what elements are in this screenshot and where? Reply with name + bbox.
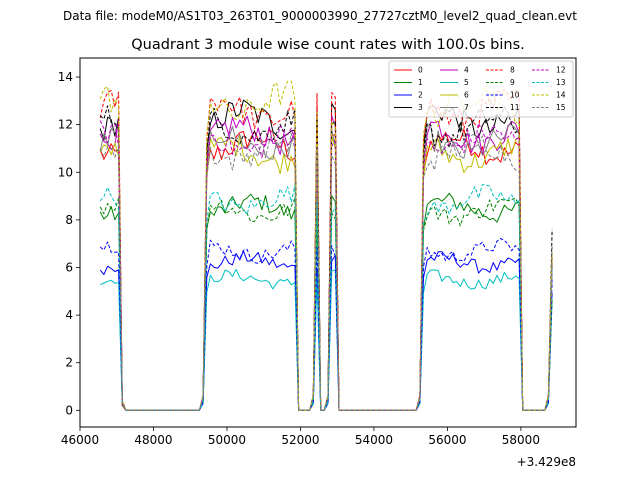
x-tick-label: 58000: [502, 433, 540, 447]
y-tick-label: 14: [58, 70, 73, 84]
legend-label-3: 3: [418, 103, 423, 112]
y-tick-label: 0: [65, 403, 73, 417]
legend-label-5: 5: [464, 78, 469, 87]
y-tick-label: 10: [58, 165, 73, 179]
legend-label-15: 15: [556, 103, 566, 112]
axes-frame: [79, 57, 577, 428]
y-tick-label: 8: [65, 213, 73, 227]
x-tick-label: 48000: [134, 433, 172, 447]
legend-label-1: 1: [418, 78, 423, 87]
series-line-13: [99, 184, 553, 411]
legend-label-4: 4: [464, 66, 469, 75]
legend-label-12: 12: [556, 66, 566, 75]
legend-label-10: 10: [510, 91, 520, 100]
series-line-8: [99, 89, 553, 411]
y-tick-label: 12: [58, 118, 73, 132]
chart-title: Quadrant 3 module wise count rates with …: [131, 37, 525, 53]
series-line-15: [99, 131, 553, 411]
y-tick-label: 6: [65, 260, 73, 274]
figure-suptitle: Data file: modeM0/AS1T03_263T01_90000039…: [63, 9, 577, 23]
series-line-6: [99, 135, 553, 411]
y-axis: 0 2 4 6 8 10 12 14: [58, 70, 80, 417]
y-tick-label: 4: [65, 308, 73, 322]
series-line-10: [99, 238, 553, 411]
x-tick-label: 52000: [281, 433, 319, 447]
x-tick-label: 54000: [355, 433, 393, 447]
series-line-9: [99, 197, 553, 411]
legend-box: [388, 60, 574, 118]
series-line-2: [99, 250, 553, 411]
legend-label-9: 9: [510, 78, 515, 87]
legend-label-2: 2: [418, 91, 423, 100]
legend-label-13: 13: [556, 78, 566, 87]
legend-label-7: 7: [464, 103, 469, 112]
legend-label-8: 8: [510, 66, 515, 75]
legend-label-6: 6: [464, 91, 469, 100]
y-tick-label: 2: [65, 356, 73, 370]
plot-lines: [99, 80, 553, 411]
series-line-0: [99, 129, 553, 411]
legend-label-14: 14: [556, 91, 566, 100]
legend-label-11: 11: [510, 103, 520, 112]
series-line-1: [99, 192, 553, 411]
legend-label-0: 0: [418, 66, 423, 75]
series-line-7: [99, 124, 553, 411]
x-tick-label: 50000: [208, 433, 246, 447]
x-tick-label: 46000: [61, 433, 99, 447]
x-offset-label: +3.429e8: [517, 455, 576, 469]
x-tick-label: 56000: [428, 433, 466, 447]
x-axis: 46000 48000 50000 52000 54000 56000 58000: [61, 427, 540, 447]
series-line-5: [99, 268, 553, 411]
series-line-12: [99, 120, 553, 411]
